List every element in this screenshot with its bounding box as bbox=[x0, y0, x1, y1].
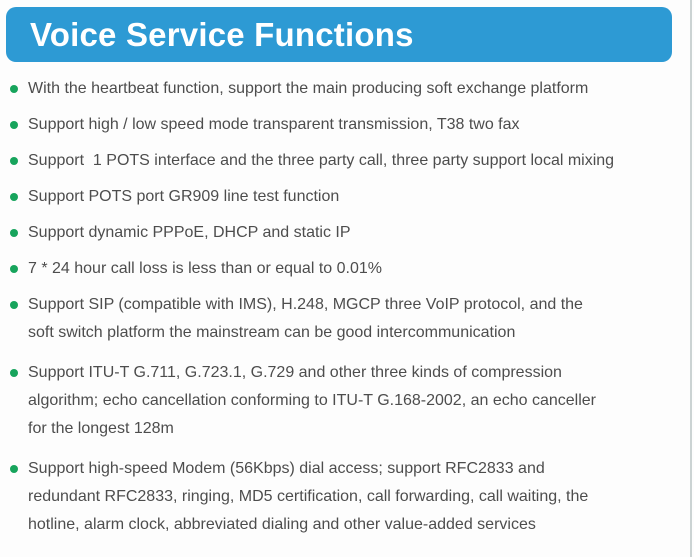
list-item-text: Support ITU-T G.711, G.723.1, G.729 and … bbox=[28, 364, 597, 437]
right-edge-divider bbox=[690, 0, 692, 557]
list-item-text: Support high / low speed mode transparen… bbox=[28, 116, 520, 133]
list-item-text: Support dynamic PPPoE, DHCP and static I… bbox=[28, 224, 351, 241]
list-item: Support dynamic PPPoE, DHCP and static I… bbox=[10, 219, 692, 247]
list-item-text: Support SIP (compatible with IMS), H.248… bbox=[28, 296, 583, 341]
bullet-icon bbox=[10, 229, 18, 237]
page-title: Voice Service Functions bbox=[30, 15, 414, 53]
bullet-icon bbox=[10, 121, 18, 129]
list-item-text: With the heartbeat function, support the… bbox=[28, 80, 589, 97]
list-item: Support high / low speed mode transparen… bbox=[10, 111, 692, 139]
bullet-icon bbox=[10, 301, 18, 309]
bullet-icon bbox=[10, 157, 18, 165]
bullet-icon bbox=[10, 369, 18, 377]
bullet-icon bbox=[10, 193, 18, 201]
list-item: Support SIP (compatible with IMS), H.248… bbox=[10, 291, 692, 347]
bullet-icon bbox=[10, 265, 18, 273]
page-title-banner: Voice Service Functions bbox=[6, 7, 672, 62]
list-item-text: 7 * 24 hour call loss is less than or eq… bbox=[28, 260, 382, 277]
list-item: Support ITU-T G.711, G.723.1, G.729 and … bbox=[10, 359, 692, 443]
list-item-text: Support high-speed Modem (56Kbps) dial a… bbox=[28, 460, 589, 533]
feature-list: With the heartbeat function, support the… bbox=[10, 75, 692, 551]
bullet-icon bbox=[10, 465, 18, 473]
list-item: 7 * 24 hour call loss is less than or eq… bbox=[10, 255, 692, 283]
list-item-text: Support POTS port GR909 line test functi… bbox=[28, 188, 340, 205]
list-item: Support POTS port GR909 line test functi… bbox=[10, 183, 692, 211]
bullet-icon bbox=[10, 85, 18, 93]
list-item: Support 1 POTS interface and the three p… bbox=[10, 147, 692, 175]
list-item: With the heartbeat function, support the… bbox=[10, 75, 692, 103]
list-item: Support high-speed Modem (56Kbps) dial a… bbox=[10, 455, 692, 539]
list-item-text: Support 1 POTS interface and the three p… bbox=[28, 152, 615, 169]
